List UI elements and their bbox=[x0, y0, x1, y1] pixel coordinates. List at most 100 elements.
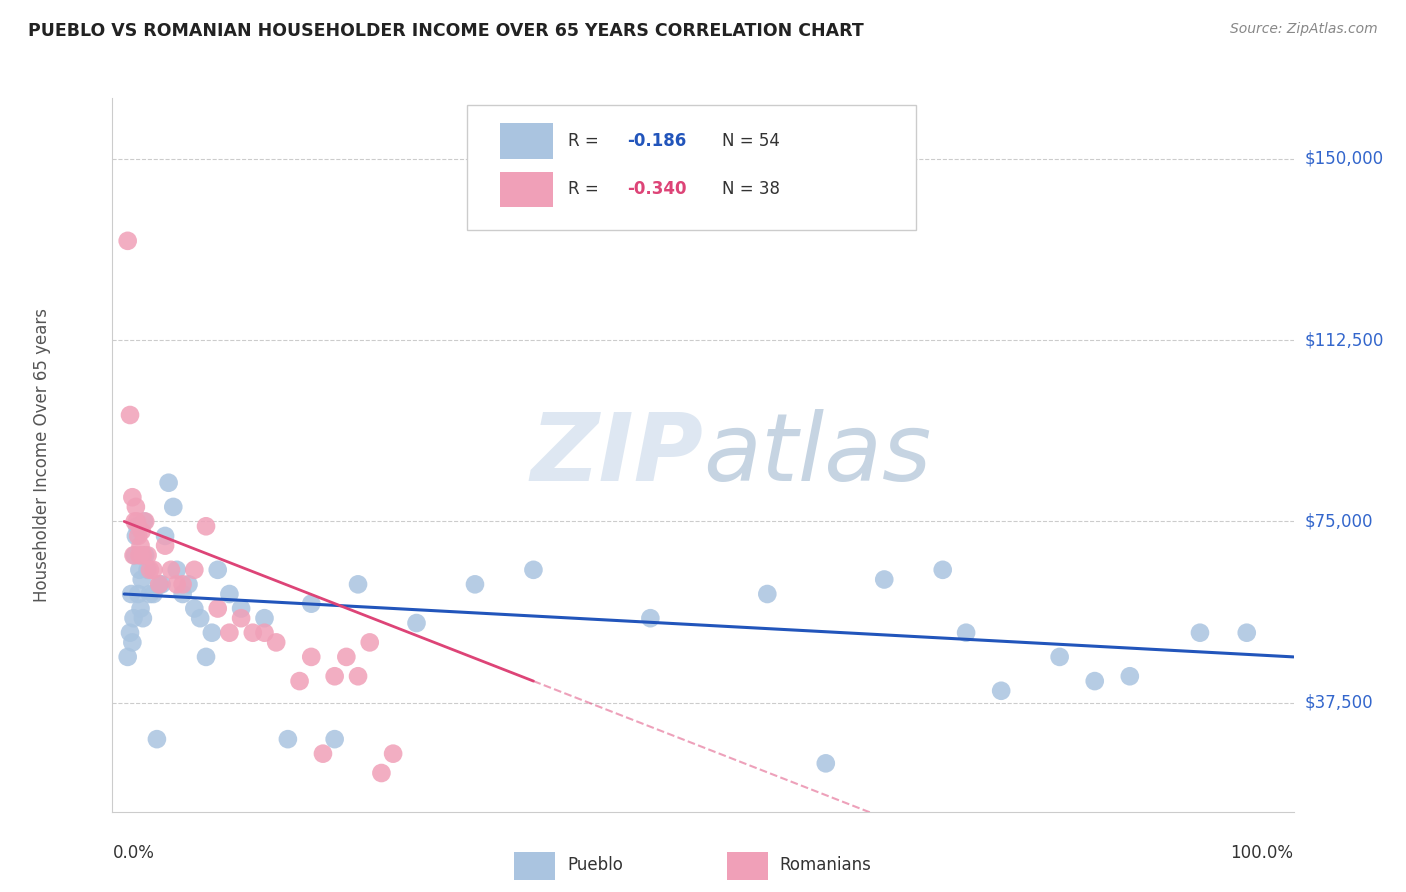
Point bbox=[132, 515, 155, 529]
Point bbox=[122, 611, 145, 625]
Point bbox=[990, 683, 1012, 698]
Point bbox=[1084, 674, 1107, 689]
Point bbox=[150, 577, 173, 591]
Point bbox=[125, 519, 148, 533]
Point bbox=[218, 625, 240, 640]
Point bbox=[207, 601, 229, 615]
Point bbox=[131, 524, 153, 538]
Text: $75,000: $75,000 bbox=[1305, 512, 1374, 531]
Point bbox=[218, 587, 240, 601]
Point bbox=[640, 611, 662, 625]
Point bbox=[323, 669, 346, 683]
Point bbox=[756, 587, 779, 601]
Point bbox=[195, 649, 218, 664]
Point bbox=[382, 747, 405, 761]
Point bbox=[299, 649, 322, 664]
Point bbox=[120, 587, 142, 601]
Point bbox=[124, 549, 146, 563]
Point bbox=[125, 515, 148, 529]
Point bbox=[359, 635, 381, 649]
Point bbox=[136, 563, 159, 577]
Point bbox=[153, 539, 176, 553]
Point bbox=[229, 601, 252, 615]
Point bbox=[160, 563, 183, 577]
Text: Householder Income Over 65 years: Householder Income Over 65 years bbox=[32, 308, 51, 602]
Text: R =: R = bbox=[568, 180, 605, 198]
Point bbox=[183, 563, 205, 577]
Point bbox=[207, 563, 229, 577]
Point bbox=[127, 529, 149, 543]
Point bbox=[142, 563, 165, 577]
Text: R =: R = bbox=[568, 132, 605, 150]
Point bbox=[299, 597, 322, 611]
Point bbox=[118, 625, 141, 640]
Point bbox=[129, 601, 152, 615]
Text: atlas: atlas bbox=[703, 409, 931, 500]
Point bbox=[128, 549, 150, 563]
Point bbox=[157, 475, 180, 490]
Point bbox=[814, 756, 837, 771]
Text: ZIP: ZIP bbox=[530, 409, 703, 501]
Point bbox=[142, 587, 165, 601]
Text: -0.340: -0.340 bbox=[627, 180, 688, 198]
Point bbox=[127, 587, 149, 601]
Point bbox=[132, 611, 155, 625]
Point bbox=[125, 529, 148, 543]
Point bbox=[134, 515, 156, 529]
Point bbox=[172, 577, 194, 591]
Point bbox=[136, 549, 159, 563]
Point bbox=[172, 587, 194, 601]
Point bbox=[931, 563, 953, 577]
Point bbox=[139, 563, 162, 577]
Point bbox=[117, 649, 139, 664]
Point bbox=[335, 649, 357, 664]
Text: -0.186: -0.186 bbox=[627, 132, 686, 150]
Point bbox=[134, 549, 156, 563]
Text: Romanians: Romanians bbox=[780, 856, 872, 874]
Point bbox=[253, 611, 276, 625]
Point bbox=[162, 500, 184, 514]
Point bbox=[242, 625, 264, 640]
Point bbox=[128, 563, 150, 577]
Point bbox=[464, 577, 486, 591]
Point bbox=[129, 539, 152, 553]
Point bbox=[125, 500, 148, 514]
Point bbox=[347, 577, 370, 591]
Point bbox=[253, 625, 276, 640]
Text: Source: ZipAtlas.com: Source: ZipAtlas.com bbox=[1230, 22, 1378, 37]
Point bbox=[1049, 649, 1071, 664]
Point bbox=[312, 747, 335, 761]
Text: 100.0%: 100.0% bbox=[1230, 844, 1294, 862]
Point bbox=[1188, 625, 1211, 640]
Point bbox=[166, 577, 188, 591]
Point bbox=[288, 674, 311, 689]
Point bbox=[153, 529, 176, 543]
Point bbox=[124, 515, 146, 529]
Point bbox=[229, 611, 252, 625]
Point bbox=[131, 573, 153, 587]
Point bbox=[188, 611, 211, 625]
Point bbox=[347, 669, 370, 683]
Point bbox=[323, 732, 346, 747]
Text: $150,000: $150,000 bbox=[1305, 150, 1384, 168]
Text: Pueblo: Pueblo bbox=[567, 856, 623, 874]
Point bbox=[122, 549, 145, 563]
Point bbox=[148, 577, 170, 591]
Point bbox=[522, 563, 544, 577]
Point bbox=[1119, 669, 1142, 683]
Point bbox=[370, 766, 392, 780]
Point bbox=[277, 732, 299, 747]
Text: $112,500: $112,500 bbox=[1305, 331, 1384, 349]
Text: N = 54: N = 54 bbox=[721, 132, 780, 150]
Point bbox=[201, 625, 224, 640]
Text: 0.0%: 0.0% bbox=[112, 844, 155, 862]
FancyBboxPatch shape bbox=[515, 853, 555, 880]
Point bbox=[121, 635, 143, 649]
FancyBboxPatch shape bbox=[727, 853, 768, 880]
Point bbox=[117, 234, 139, 248]
Text: N = 38: N = 38 bbox=[721, 180, 780, 198]
Point bbox=[118, 408, 141, 422]
FancyBboxPatch shape bbox=[467, 105, 915, 230]
Point bbox=[139, 587, 162, 601]
Point bbox=[166, 563, 188, 577]
